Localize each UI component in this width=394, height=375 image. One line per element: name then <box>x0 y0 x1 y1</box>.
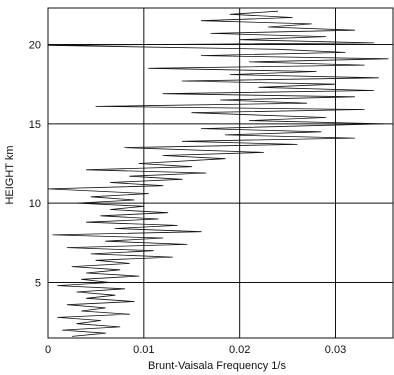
y-tick-label: 15 <box>29 119 41 131</box>
x-tick-label: 0 <box>45 344 51 356</box>
y-tick-label: 5 <box>35 277 41 289</box>
x-tick-label: 0.02 <box>229 344 250 356</box>
plot-frame <box>47 7 394 339</box>
series-layer <box>47 10 389 337</box>
y-axis-title: HEIGHT km <box>4 145 16 204</box>
profile-line-0 <box>47 10 389 337</box>
x-tick-label: 0.03 <box>325 344 346 356</box>
grid-lines <box>48 8 393 338</box>
y-axis-tick-labels: 5 10 15 20 <box>29 39 41 289</box>
y-tick-label: 20 <box>29 39 41 51</box>
x-axis-title: Brunt-Vaisala Frequency 1/s <box>148 360 286 372</box>
x-tick-label: 0.01 <box>133 344 154 356</box>
x-axis-tick-labels: 0 0.01 0.02 0.03 <box>45 344 346 356</box>
y-tick-label: 10 <box>29 198 41 210</box>
